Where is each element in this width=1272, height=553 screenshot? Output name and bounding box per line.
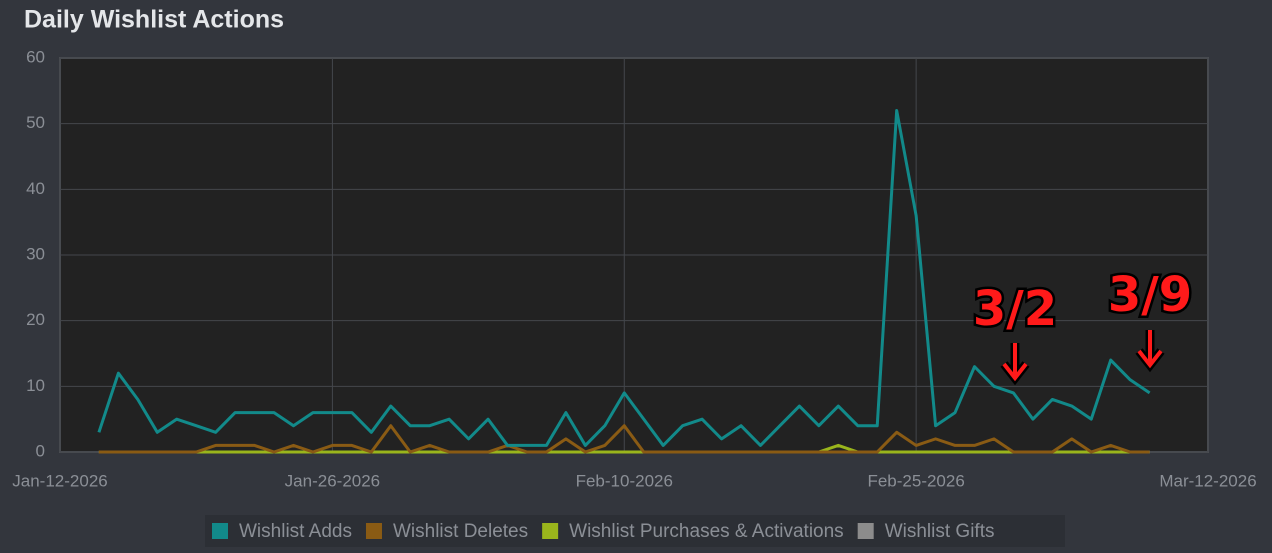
y-tick-label: 30 — [26, 244, 45, 263]
legend: Wishlist Adds Wishlist Deletes Wishlist Pu… — [212, 521, 994, 542]
x-tick-label: Feb-10-2026 — [576, 471, 673, 490]
series-line — [98, 424, 1150, 454]
series-line — [97, 109, 1151, 447]
legend-label: Wishlist Adds — [239, 521, 352, 542]
y-tick-label: 10 — [26, 376, 45, 395]
y-tick-label: 20 — [26, 310, 45, 329]
legend-swatch — [857, 523, 874, 539]
legend-label: Wishlist Purchases & Activations — [569, 521, 844, 542]
x-tick-label: Jan-12-2026 — [12, 471, 107, 490]
x-tick-label: Mar-12-2026 — [1159, 471, 1256, 490]
legend-label: Wishlist Deletes — [393, 521, 528, 542]
annotation: 3/2 — [973, 281, 1057, 337]
y-tick-label: 60 — [26, 47, 45, 66]
arrow — [1137, 330, 1163, 369]
legend-swatch — [542, 523, 559, 539]
chart-title: Daily Wishlist Actions — [24, 6, 284, 34]
legend-box — [205, 515, 1065, 547]
x-tick-label: Jan-26-2026 — [285, 471, 380, 490]
legend-swatch — [212, 523, 228, 539]
annotation: 3/9 — [1108, 267, 1192, 323]
y-tick-label: 0 — [36, 441, 45, 460]
legend-swatch — [365, 523, 382, 539]
lines — [97, 109, 1151, 454]
arrow — [1002, 343, 1028, 382]
x-tick-label: Feb-25-2026 — [867, 471, 964, 490]
legend-label: Wishlist Gifts — [885, 521, 995, 542]
y-tick-label: 50 — [26, 113, 45, 132]
y-tick-label: 40 — [26, 179, 45, 198]
